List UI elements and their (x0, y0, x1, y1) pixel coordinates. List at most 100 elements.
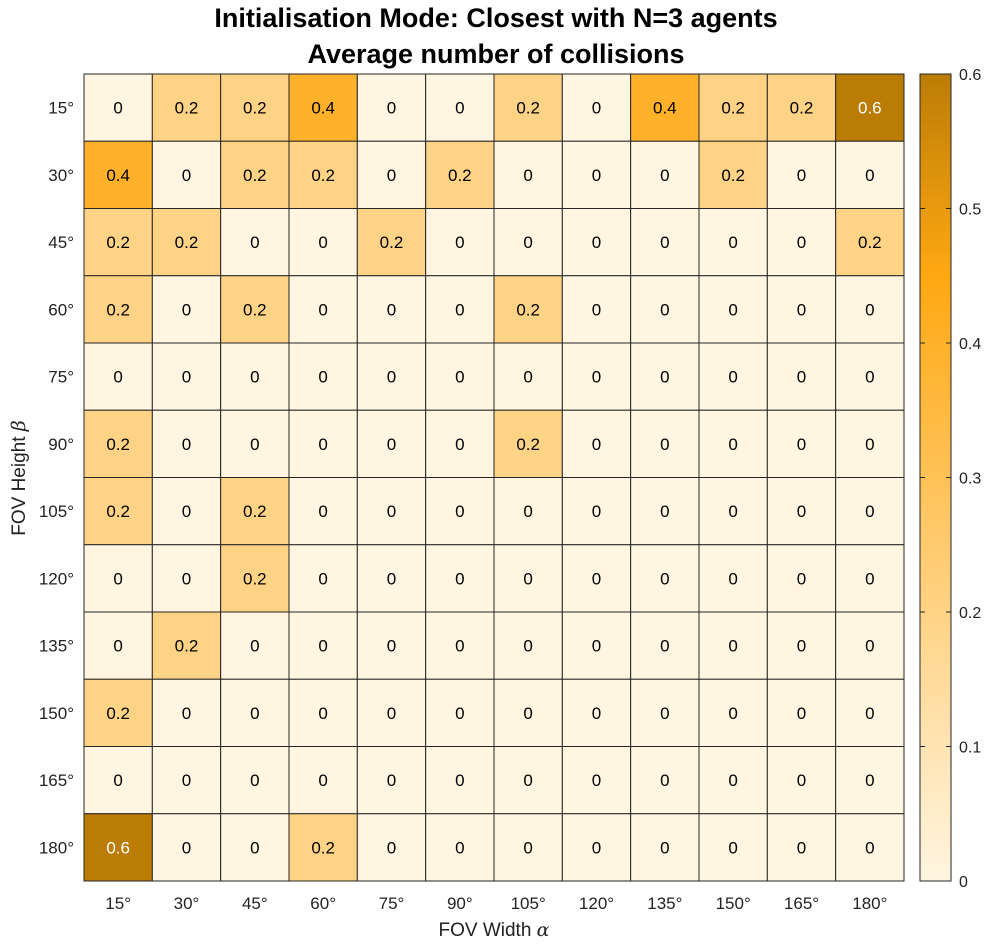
chart-subtitle: Average number of collisions (307, 39, 684, 69)
cell-value-label: 0 (660, 637, 669, 656)
cell-value-label: 0.2 (175, 233, 199, 252)
cell-value-label: 0.2 (448, 166, 472, 185)
cell-value-label: 0 (250, 233, 259, 252)
heatmap-cell (493, 342, 563, 411)
heatmap-cell (425, 611, 495, 680)
heatmap-cell (288, 409, 358, 478)
heatmap-cell (220, 73, 290, 142)
cell-value-label: 0 (523, 637, 532, 656)
heatmap-cell (561, 746, 632, 815)
cell-value-label: 0 (865, 435, 874, 454)
cell-value-label: 0.6 (106, 838, 130, 857)
cell-value-label: 0 (797, 838, 806, 857)
colorbar-tick-label: 0.2 (959, 605, 981, 622)
x-tick-label: 90° (447, 894, 473, 913)
x-axis-label: FOV Width α (438, 919, 549, 941)
heatmap-cell (766, 813, 837, 882)
cell-value-label: 0 (728, 771, 737, 790)
y-axis-label-text: FOV Height (9, 436, 30, 536)
heatmap-cell (561, 409, 632, 478)
heatmap-cell (83, 208, 153, 277)
heatmap-cell (356, 140, 427, 209)
cell-value-label: 0 (592, 435, 601, 454)
cell-value-label: 0 (455, 502, 464, 521)
cell-value-label: 0 (660, 435, 669, 454)
cell-value-label: 0.2 (516, 300, 540, 319)
heatmap-cell (630, 477, 700, 546)
x-tick-label: 15° (105, 894, 131, 913)
cell-value-label: 0 (113, 569, 122, 588)
cell-value-label: 0 (797, 300, 806, 319)
chart-title: Initialisation Mode: Closest with N=3 ag… (214, 3, 777, 33)
cell-value-label: 0 (797, 704, 806, 723)
y-tick-label: 75° (48, 368, 74, 387)
cell-value-label: 0 (455, 704, 464, 723)
heatmap-cell (698, 73, 768, 142)
cell-value-label: 0 (592, 233, 601, 252)
heatmap-cell (835, 678, 905, 747)
cell-value-label: 0 (318, 569, 327, 588)
cell-value-label: 0.2 (721, 99, 745, 118)
cell-value-label: 0 (455, 99, 464, 118)
colorbar: 0 0.1 0.2 0.3 0.4 0.5 0.6 (919, 67, 981, 891)
heatmap-cell (288, 746, 358, 815)
cell-value-label: 0.4 (106, 166, 130, 185)
cell-value-label: 0 (113, 637, 122, 656)
colorbar-tick-label: 0.3 (959, 471, 981, 488)
heatmap-cell (630, 611, 700, 680)
y-tick-label: 150° (39, 704, 74, 723)
cell-value-label: 0 (182, 300, 191, 319)
heatmap-cell (561, 544, 632, 613)
heatmap-cell (698, 275, 768, 344)
cell-value-label: 0 (592, 368, 601, 387)
cell-value-label: 0 (250, 637, 259, 656)
heatmap-cell (493, 477, 563, 546)
cell-value-label: 0 (728, 502, 737, 521)
cell-value-label: 0 (182, 771, 191, 790)
cell-value-label: 0 (182, 569, 191, 588)
cell-value-label: 0.2 (858, 233, 882, 252)
cell-value-label: 0 (182, 368, 191, 387)
cell-value-label: 0 (318, 637, 327, 656)
heatmap-cell (835, 611, 905, 680)
cell-value-label: 0 (865, 300, 874, 319)
y-tick-label: 135° (39, 637, 74, 656)
heatmap-cell (766, 342, 837, 411)
x-tick-label: 165° (784, 894, 819, 913)
y-tick-label: 90° (48, 435, 74, 454)
cell-value-label: 0 (592, 704, 601, 723)
heatmap-cell (288, 477, 358, 546)
cell-value-label: 0 (387, 569, 396, 588)
cell-value-label: 0 (797, 435, 806, 454)
cell-value-label: 0 (728, 704, 737, 723)
heatmap-cell (83, 73, 153, 142)
y-tick-label: 120° (39, 569, 74, 588)
cell-value-label: 0.2 (243, 300, 267, 319)
cell-value-label: 0 (250, 771, 259, 790)
heatmap-cell (698, 544, 768, 613)
cell-value-label: 0 (660, 838, 669, 857)
cell-value-label: 0 (865, 771, 874, 790)
x-tick-label: 60° (310, 894, 336, 913)
heatmap-cell (425, 746, 495, 815)
heatmap-cell (561, 611, 632, 680)
heatmap-cell (766, 746, 837, 815)
heatmap-cell (83, 746, 153, 815)
cell-value-label: 0 (592, 502, 601, 521)
colorbar-tick-label: 0 (959, 874, 968, 891)
cell-value-label: 0.4 (653, 99, 677, 118)
heatmap-cell (83, 342, 153, 411)
cell-value-label: 0.2 (243, 166, 267, 185)
cell-value-label: 0 (455, 435, 464, 454)
x-tick-labels: 15° 30° 45° 60° 75° 90° 105° 120° 135° 150° 165° 18… (105, 894, 887, 913)
heatmap-cell (356, 477, 427, 546)
cell-value-label: 0.2 (311, 838, 335, 857)
cell-value-label: 0.2 (516, 99, 540, 118)
cell-value-label: 0 (113, 771, 122, 790)
cell-value-label: 0 (387, 838, 396, 857)
cell-value-label: 0 (523, 502, 532, 521)
heatmap-cell (83, 611, 153, 680)
cell-value-label: 0 (387, 637, 396, 656)
cell-value-label: 0.2 (106, 300, 130, 319)
heatmap-cell (151, 746, 222, 815)
